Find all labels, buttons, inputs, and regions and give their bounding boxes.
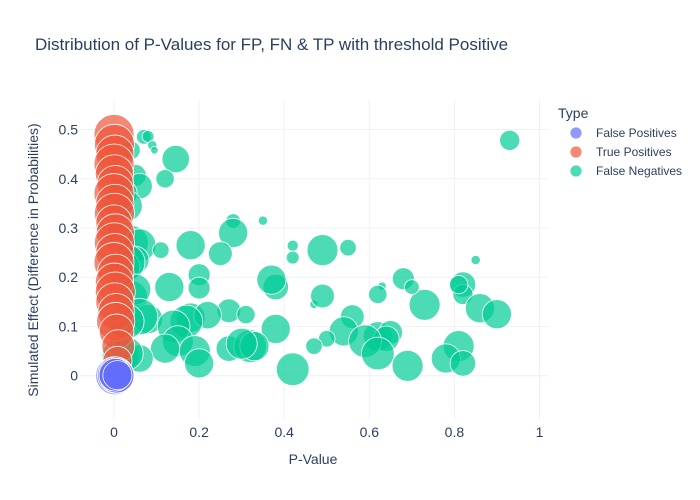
x-tick-label: 0.6 (360, 424, 380, 440)
data-point (154, 272, 185, 303)
x-axis-ticks: 0 0.2 0.4 0.6 0.8 1 (110, 424, 543, 440)
x-tick-label: 0 (110, 424, 118, 440)
x-tick-label: 0.8 (445, 424, 465, 440)
data-point (361, 336, 395, 371)
y-tick-label: 0.1 (59, 318, 79, 334)
legend-label: False Positives (596, 126, 677, 140)
legend-marker (569, 126, 583, 140)
data-point (225, 327, 258, 360)
data-point (470, 254, 481, 266)
data-point (236, 305, 256, 325)
y-tick-label: 0 (70, 368, 78, 384)
data-point (184, 348, 215, 379)
data-point (155, 169, 175, 189)
data-point (150, 333, 181, 364)
data-point (141, 130, 155, 143)
legend-marker (569, 145, 583, 159)
data-point (161, 144, 190, 174)
data-point (218, 217, 249, 248)
x-tick-label: 0.2 (189, 424, 209, 440)
data-point (187, 276, 211, 300)
legend-title: Type (558, 105, 589, 121)
chart-title: Distribution of P-Values for FP, FN & TP… (35, 35, 508, 54)
data-point (208, 241, 233, 266)
data-point (310, 283, 335, 309)
data-point (285, 250, 300, 265)
data-point (408, 288, 441, 321)
y-tick-label: 0.3 (59, 220, 79, 236)
data-point (306, 234, 339, 267)
data-point (256, 264, 287, 295)
legend: Type False Positives True Positives False … (558, 105, 682, 178)
y-axis-title: Simulated Effect (Difference in Probabil… (25, 123, 41, 396)
x-tick-label: 0.4 (274, 424, 294, 440)
data-point (449, 275, 469, 295)
data-point (275, 352, 310, 387)
data-point (449, 350, 477, 377)
legend-label: True Positives (596, 145, 672, 159)
data-point (150, 146, 159, 155)
y-tick-label: 0.5 (59, 122, 79, 138)
data-point (175, 230, 206, 261)
data-point (404, 279, 420, 295)
data-point (391, 349, 424, 382)
data-point (257, 215, 269, 226)
data-point (305, 337, 323, 355)
data-point (339, 238, 357, 257)
data-point (481, 299, 512, 330)
legend-marker (569, 164, 583, 178)
data-point (260, 313, 291, 344)
data-point (368, 284, 388, 305)
data-point (499, 129, 521, 151)
data-point (286, 239, 299, 252)
data-points (93, 114, 521, 396)
y-tick-label: 0.4 (59, 171, 79, 187)
data-point (102, 360, 133, 391)
x-tick-label: 1 (536, 424, 544, 440)
legend-label: False Negatives (596, 164, 682, 178)
data-point (152, 241, 170, 259)
y-tick-label: 0.2 (59, 269, 79, 285)
y-axis-ticks: 0 0.1 0.2 0.3 0.4 0.5 (59, 122, 79, 384)
x-axis-title: P-Value (289, 451, 338, 467)
